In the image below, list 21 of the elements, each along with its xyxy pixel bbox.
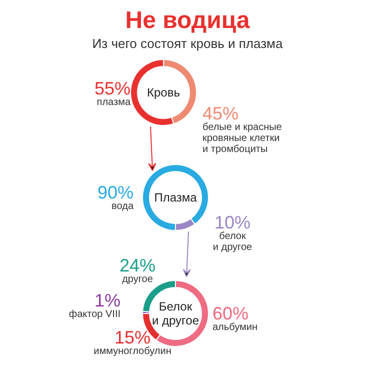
slice-label: белок и другое [212, 231, 253, 253]
data-label: 55% [94, 78, 131, 98]
data-label: 60% [212, 304, 249, 324]
slice-label: плазма [96, 97, 131, 108]
text: Из чего состоят кровь и плазма [92, 36, 284, 51]
slice-label: белые и красные кровяные клетки и тромбоциты [202, 122, 282, 155]
data-label: 15% [114, 328, 151, 348]
data-label: 10% [214, 212, 251, 232]
data-label: 45% [202, 104, 239, 124]
text: Не водица [125, 7, 250, 34]
data-label: 90% [97, 182, 134, 202]
slice-label: фактор VIII [68, 309, 121, 320]
text: Белок и другое [152, 300, 200, 328]
slice-label: альбумин [212, 322, 258, 333]
slice-label: другое [122, 274, 154, 285]
data-label: 1% [94, 290, 120, 310]
slice-label: вода [112, 201, 134, 212]
data-label: 24% [119, 256, 156, 276]
text: Плазма [154, 190, 198, 204]
slice-label: иммуноглобулин [94, 346, 172, 357]
text: Кровь [147, 86, 180, 100]
